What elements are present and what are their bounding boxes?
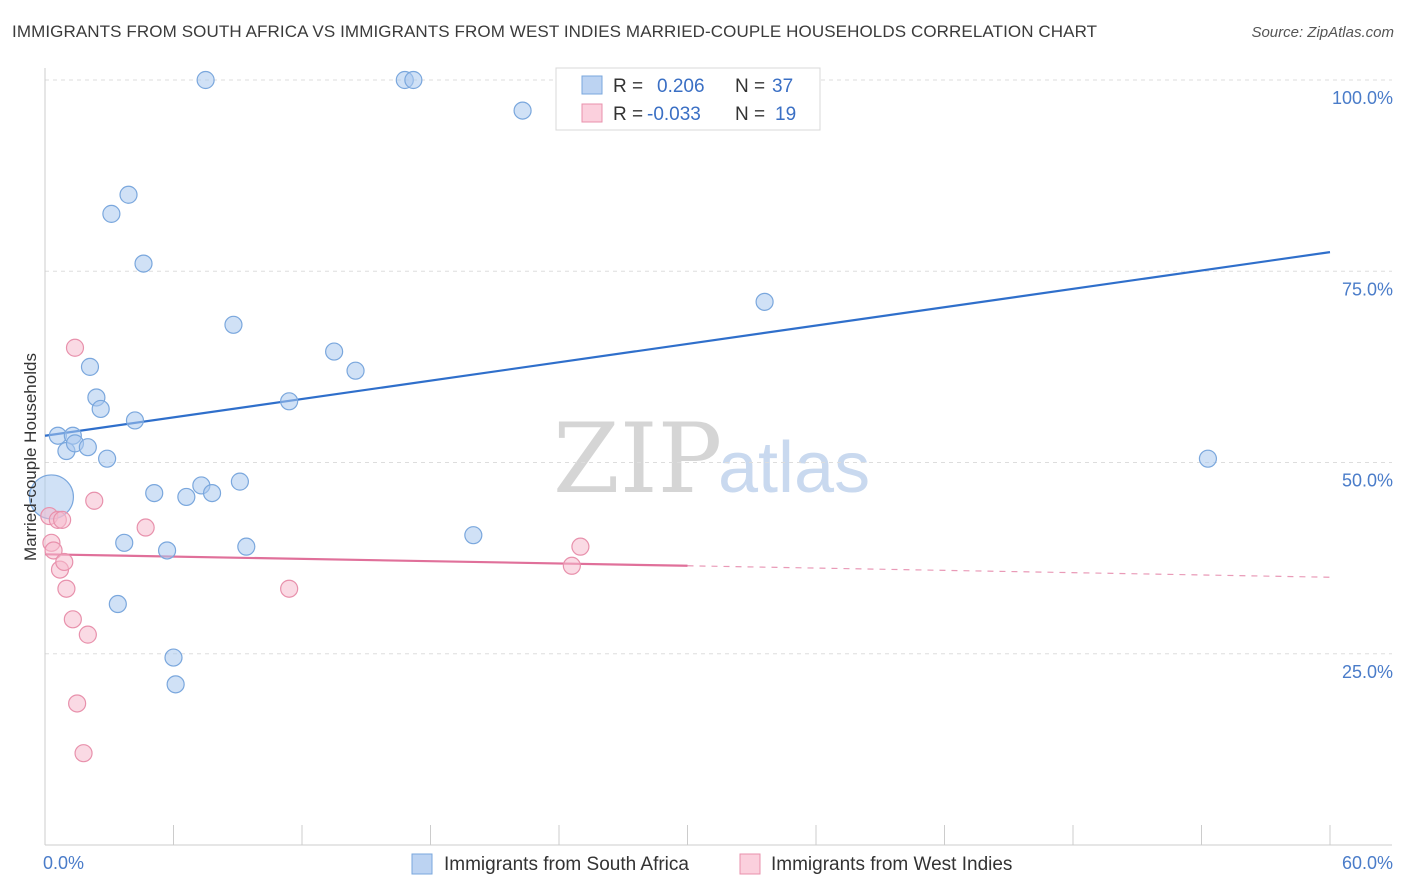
bottom-legend-label-west-indies: Immigrants from West Indies xyxy=(771,854,1012,875)
point-series-0-23 xyxy=(202,484,222,503)
legend-r-value-2: -0.033 xyxy=(647,104,701,125)
bottom-legend-swatch-south-africa xyxy=(411,853,433,875)
point-series-0-10 xyxy=(102,204,121,223)
point-series-1-15 xyxy=(280,579,299,598)
point-series-0-13 xyxy=(119,185,138,204)
point-series-1-6 xyxy=(55,552,74,572)
point-series-0-27 xyxy=(280,392,299,411)
legend-n-value-2: 19 xyxy=(775,104,796,125)
point-series-0-11 xyxy=(108,594,127,614)
y-axis-label: Married-couple Households xyxy=(21,353,40,561)
grid xyxy=(45,79,1392,655)
point-series-0-9 xyxy=(98,449,117,468)
point-series-1-9 xyxy=(65,338,85,357)
point-series-0-33 xyxy=(513,101,532,120)
legend-n-label-2: N = xyxy=(735,104,765,125)
point-series-1-7 xyxy=(57,579,76,598)
legend-swatch-south-africa xyxy=(581,75,603,95)
legend-r-label-1: R = xyxy=(613,76,643,97)
bottom-legend-swatch-west-indies xyxy=(739,853,761,875)
point-series-1-2 xyxy=(44,541,63,560)
point-series-1-17 xyxy=(571,537,590,556)
point-series-0-24 xyxy=(224,315,243,334)
point-series-0-35 xyxy=(1198,449,1218,468)
point-series-0-8 xyxy=(91,399,110,419)
y-tick-label-75: 75.0% xyxy=(1342,279,1393,299)
trend-line-series-1 xyxy=(44,553,688,567)
watermark-zip: ZIP xyxy=(553,403,722,515)
trend-line-extension-series-1 xyxy=(687,565,1331,578)
watermark-atlas: atlas xyxy=(718,428,870,508)
point-series-0-28 xyxy=(325,342,344,361)
point-series-0-14 xyxy=(125,411,145,430)
y-tick-label-50: 50.0% xyxy=(1342,471,1393,491)
point-series-1-5 xyxy=(53,510,72,529)
point-series-0-16 xyxy=(145,484,164,503)
data-points xyxy=(28,70,1218,763)
y-tick-label-25: 25.0% xyxy=(1342,662,1393,682)
point-series-0-31 xyxy=(404,70,423,90)
point-series-1-14 xyxy=(136,518,155,537)
legend-n-value-1: 37 xyxy=(772,76,793,97)
point-series-1-10 xyxy=(68,694,87,713)
point-series-0-18 xyxy=(164,648,183,667)
point-series-1-11 xyxy=(74,744,93,763)
point-series-0-17 xyxy=(157,541,177,560)
bottom-legend-label-south-africa: Immigrants from South Africa xyxy=(444,854,689,875)
y-tick-labels: 25.0% 50.0% 75.0% 100.0% xyxy=(1332,88,1393,682)
x-tick-labels: 0.0% 60.0% xyxy=(43,853,1393,873)
point-series-0-5 xyxy=(78,438,97,457)
bottom-legend: Immigrants from South Africa Immigrants … xyxy=(411,853,1012,875)
point-series-1-8 xyxy=(63,610,82,629)
point-series-0-29 xyxy=(346,361,365,380)
point-series-0-22 xyxy=(196,70,215,90)
source-credit: Source: ZipAtlas.com xyxy=(1251,24,1394,41)
legend-r-label-2: R = xyxy=(613,104,643,125)
legend-r-value-1: 0.206 xyxy=(657,76,705,97)
chart-title: IMMIGRANTS FROM SOUTH AFRICA VS IMMIGRAN… xyxy=(12,22,1098,41)
point-series-0-19 xyxy=(166,675,185,694)
point-series-0-20 xyxy=(177,487,196,507)
point-series-0-12 xyxy=(115,533,134,552)
legend-n-label-1: N = xyxy=(735,76,765,97)
point-series-1-16 xyxy=(562,556,581,575)
point-series-1-13 xyxy=(85,491,104,510)
point-series-0-25 xyxy=(230,472,249,491)
y-tick-label-100: 100.0% xyxy=(1332,88,1393,108)
point-series-0-15 xyxy=(134,254,153,273)
trend-line-series-0 xyxy=(44,251,1331,437)
point-series-0-34 xyxy=(755,292,774,311)
axes xyxy=(44,68,1392,846)
legend-swatch-west-indies xyxy=(581,103,603,123)
x-tick-label-max: 60.0% xyxy=(1342,853,1393,873)
point-series-0-32 xyxy=(464,526,483,545)
point-series-1-12 xyxy=(78,625,97,644)
point-series-0-6 xyxy=(80,357,100,376)
point-series-0-26 xyxy=(237,537,256,556)
x-tick-label-min: 0.0% xyxy=(43,853,84,873)
legend: R = 0.206 N = 37 R = -0.033 N = 19 xyxy=(555,67,821,131)
